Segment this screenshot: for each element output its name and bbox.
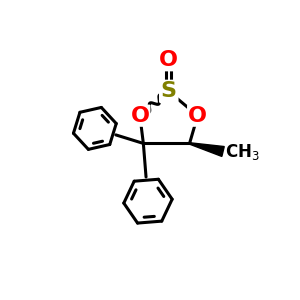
Text: O: O (159, 50, 178, 70)
Text: O: O (130, 106, 149, 126)
Text: CH$_3$: CH$_3$ (225, 142, 260, 161)
Text: S: S (161, 81, 177, 101)
Polygon shape (189, 143, 224, 156)
Text: O: O (188, 106, 207, 126)
